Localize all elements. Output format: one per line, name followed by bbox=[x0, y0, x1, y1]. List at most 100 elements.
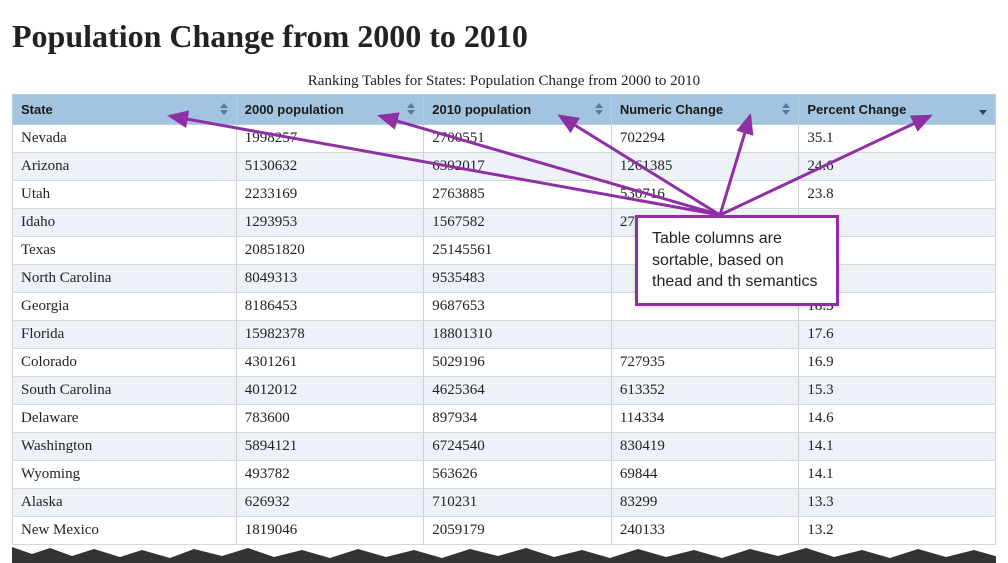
annotation-callout: Table columns are sortable, based on the… bbox=[635, 215, 839, 306]
table-row: Texas208518202514556120.6 bbox=[13, 237, 996, 265]
table-row: South Carolina4012012462536461335215.3 bbox=[13, 377, 996, 405]
cell-pop2010: 4625364 bbox=[424, 377, 612, 405]
cell-pctchg: 16.9 bbox=[799, 349, 996, 377]
sort-icon bbox=[407, 103, 415, 117]
table-row: Utah2233169276388553071623.8 bbox=[13, 181, 996, 209]
cell-state: Utah bbox=[13, 181, 237, 209]
cell-state: Idaho bbox=[13, 209, 237, 237]
cell-state: Florida bbox=[13, 321, 237, 349]
cell-pop2010: 2763885 bbox=[424, 181, 612, 209]
cell-numchg: 1261385 bbox=[611, 153, 799, 181]
cell-pop2010: 6724540 bbox=[424, 433, 612, 461]
cell-pop2000: 15982378 bbox=[236, 321, 424, 349]
column-header-state[interactable]: State bbox=[13, 95, 237, 125]
table-row: New Mexico1819046205917924013313.2 bbox=[13, 517, 996, 545]
cell-state: Washington bbox=[13, 433, 237, 461]
table-head: State 2000 population 2010 population Numer… bbox=[13, 95, 996, 125]
cell-pop2010: 2059179 bbox=[424, 517, 612, 545]
page-title: Population Change from 2000 to 2010 bbox=[12, 18, 996, 55]
cell-pop2000: 8049313 bbox=[236, 265, 424, 293]
table-row: Delaware78360089793411433414.6 bbox=[13, 405, 996, 433]
cell-numchg: 69844 bbox=[611, 461, 799, 489]
cell-pop2000: 1819046 bbox=[236, 517, 424, 545]
cell-state: Georgia bbox=[13, 293, 237, 321]
cell-pop2000: 5130632 bbox=[236, 153, 424, 181]
column-header-pop2000[interactable]: 2000 population bbox=[236, 95, 424, 125]
cell-pop2010: 2700551 bbox=[424, 125, 612, 153]
column-header-numchg[interactable]: Numeric Change bbox=[611, 95, 799, 125]
cell-pop2010: 897934 bbox=[424, 405, 612, 433]
cell-state: Nevada bbox=[13, 125, 237, 153]
cell-numchg: 240133 bbox=[611, 517, 799, 545]
cell-pop2010: 1567582 bbox=[424, 209, 612, 237]
sort-icon bbox=[595, 103, 603, 117]
column-header-label: Numeric Change bbox=[620, 102, 723, 117]
table-row: Arizona51306326392017126138524.6 bbox=[13, 153, 996, 181]
cell-numchg: 613352 bbox=[611, 377, 799, 405]
cell-pop2000: 5894121 bbox=[236, 433, 424, 461]
cell-pop2010: 18801310 bbox=[424, 321, 612, 349]
table-row: Nevada1998257270055170229435.1 bbox=[13, 125, 996, 153]
table-header-row: State 2000 population 2010 population Numer… bbox=[13, 95, 996, 125]
cell-pop2000: 1998257 bbox=[236, 125, 424, 153]
cell-pctchg: 13.2 bbox=[799, 517, 996, 545]
cell-pop2000: 20851820 bbox=[236, 237, 424, 265]
sort-icon bbox=[220, 103, 228, 117]
cell-pop2000: 1293953 bbox=[236, 209, 424, 237]
cell-pop2000: 8186453 bbox=[236, 293, 424, 321]
cell-pop2010: 25145561 bbox=[424, 237, 612, 265]
cell-state: New Mexico bbox=[13, 517, 237, 545]
annotation-text: Table columns are sortable, based on the… bbox=[652, 230, 817, 290]
population-table: State 2000 population 2010 population Numer… bbox=[12, 94, 996, 545]
cell-pctchg: 15.3 bbox=[799, 377, 996, 405]
table-row: Wyoming4937825636266984414.1 bbox=[13, 461, 996, 489]
cell-pctchg: 14.1 bbox=[799, 461, 996, 489]
table-row: North Carolina8049313953548318.5 bbox=[13, 265, 996, 293]
cell-numchg: 530716 bbox=[611, 181, 799, 209]
cell-state: Alaska bbox=[13, 489, 237, 517]
column-header-pop2010[interactable]: 2010 population bbox=[424, 95, 612, 125]
cell-pop2000: 626932 bbox=[236, 489, 424, 517]
cell-state: Arizona bbox=[13, 153, 237, 181]
cell-state: North Carolina bbox=[13, 265, 237, 293]
column-header-label: 2010 population bbox=[432, 102, 531, 117]
column-header-label: Percent Change bbox=[807, 102, 906, 117]
cell-state: Wyoming bbox=[13, 461, 237, 489]
cell-numchg bbox=[611, 321, 799, 349]
cell-pop2010: 5029196 bbox=[424, 349, 612, 377]
cell-pop2000: 4012012 bbox=[236, 377, 424, 405]
table-body: Nevada1998257270055170229435.1Arizona513… bbox=[13, 125, 996, 545]
cell-pop2010: 9535483 bbox=[424, 265, 612, 293]
cell-pctchg: 13.3 bbox=[799, 489, 996, 517]
cell-pop2010: 6392017 bbox=[424, 153, 612, 181]
column-header-pctchg[interactable]: Percent Change bbox=[799, 95, 996, 125]
cell-pop2000: 493782 bbox=[236, 461, 424, 489]
cell-pctchg: 23.8 bbox=[799, 181, 996, 209]
cell-pctchg: 14.1 bbox=[799, 433, 996, 461]
cell-pop2000: 2233169 bbox=[236, 181, 424, 209]
cell-pctchg: 35.1 bbox=[799, 125, 996, 153]
torn-edge bbox=[12, 545, 996, 563]
cell-state: Delaware bbox=[13, 405, 237, 433]
cell-state: Texas bbox=[13, 237, 237, 265]
table-row: Washington5894121672454083041914.1 bbox=[13, 433, 996, 461]
cell-pop2000: 783600 bbox=[236, 405, 424, 433]
cell-pctchg: 17.6 bbox=[799, 321, 996, 349]
table-caption: Ranking Tables for States: Population Ch… bbox=[12, 73, 996, 90]
table-row: Idaho1293953156758227321.1 bbox=[13, 209, 996, 237]
table-row: Alaska6269327102318329913.3 bbox=[13, 489, 996, 517]
page-root: Population Change from 2000 to 2010 Rank… bbox=[0, 0, 1008, 563]
cell-pctchg: 24.6 bbox=[799, 153, 996, 181]
cell-numchg: 727935 bbox=[611, 349, 799, 377]
cell-pop2010: 563626 bbox=[424, 461, 612, 489]
cell-numchg: 83299 bbox=[611, 489, 799, 517]
column-header-label: State bbox=[21, 102, 53, 117]
cell-numchg: 702294 bbox=[611, 125, 799, 153]
cell-numchg: 114334 bbox=[611, 405, 799, 433]
table-row: Florida1598237818801310 17.6 bbox=[13, 321, 996, 349]
cell-state: South Carolina bbox=[13, 377, 237, 405]
sort-icon bbox=[782, 103, 790, 117]
cell-pop2010: 9687653 bbox=[424, 293, 612, 321]
cell-numchg: 830419 bbox=[611, 433, 799, 461]
cell-pctchg: 14.6 bbox=[799, 405, 996, 433]
